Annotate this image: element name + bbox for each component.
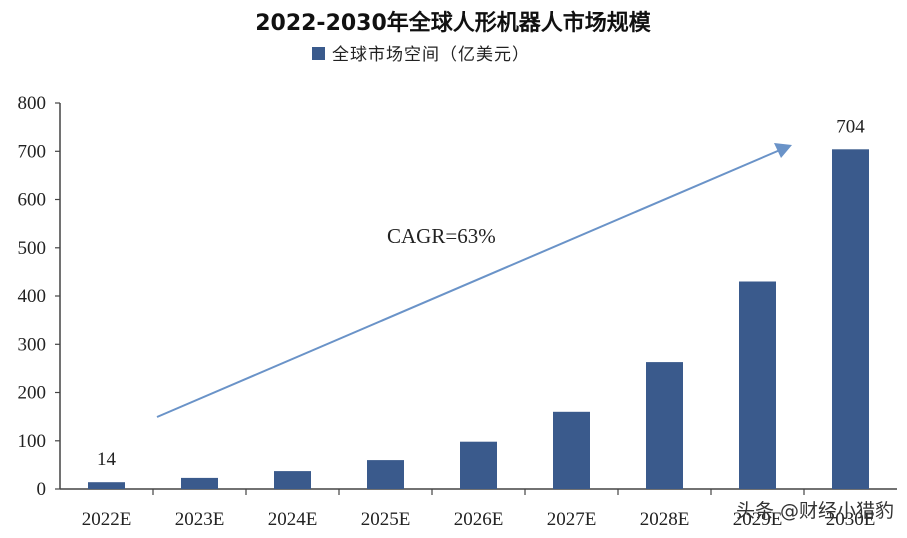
bar-2022E: [88, 482, 125, 489]
y-ticks: 0 100 200 300 400 500 600 700 800: [18, 93, 60, 500]
trend-arrow-head: [774, 143, 792, 158]
data-labels: 14 704: [97, 116, 865, 470]
x-tick-label: 2027E: [547, 509, 597, 530]
bar-2030E: [832, 149, 869, 490]
y-tick-label: 200: [18, 383, 47, 404]
chart-title: 2022-2030年全球人形机器人市场规模: [255, 10, 652, 36]
trend-annotation: CAGR=63%: [156, 143, 792, 418]
bar-2028E: [646, 362, 683, 489]
bar-2027E: [553, 411, 590, 489]
x-ticks: 2022E 2023E 2024E 2025E 2026E 2027E 2028E 2029E…: [82, 489, 876, 530]
y-tick-label: 600: [18, 190, 47, 211]
cagr-label: CAGR=63%: [387, 224, 496, 248]
x-tick-label: 2028E: [640, 509, 690, 530]
x-tick-label: 2029E: [733, 509, 783, 530]
x-tick-label: 2024E: [268, 509, 318, 530]
x-tick-label: 2026E: [454, 509, 504, 530]
y-tick-label: 500: [18, 238, 47, 259]
data-label-2022E: 14: [97, 449, 117, 470]
legend-swatch: [312, 47, 325, 60]
bar-2025E: [367, 460, 404, 489]
y-tick-label: 0: [37, 479, 47, 500]
bar-2026E: [460, 441, 497, 489]
trend-arrow: [156, 149, 781, 418]
y-tick-label: 800: [18, 93, 47, 114]
data-label-2030E: 704: [836, 116, 865, 137]
y-tick-label: 300: [18, 334, 47, 355]
legend: 全球市场空间（亿美元）: [312, 45, 530, 65]
bar-2023E: [181, 477, 218, 489]
y-tick-label: 700: [18, 141, 47, 162]
x-tick-label: 2030E: [826, 509, 876, 530]
bar-2024E: [274, 471, 311, 489]
x-tick-label: 2025E: [361, 509, 411, 530]
bars: [88, 149, 869, 490]
y-tick-label: 400: [18, 286, 47, 307]
bar-2029E: [739, 281, 776, 489]
y-tick-label: 100: [18, 431, 47, 452]
watermark: 头条 @财经小猎豹: [736, 500, 894, 522]
x-tick-label: 2022E: [82, 509, 132, 530]
x-tick-label: 2023E: [175, 509, 225, 530]
legend-label: 全球市场空间（亿美元）: [332, 45, 530, 65]
